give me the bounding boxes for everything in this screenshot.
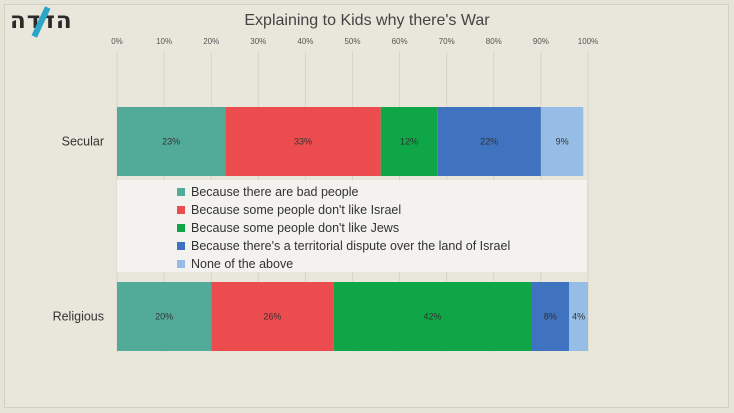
- legend-item: Because there's a territorial dispute ov…: [177, 237, 587, 255]
- legend-label: Because there are bad people: [191, 185, 359, 199]
- data-label: 26%: [263, 312, 281, 322]
- data-label: 20%: [155, 312, 173, 322]
- legend-label: Because some people don't like Israel: [191, 203, 402, 217]
- legend-item: None of the above: [177, 255, 587, 273]
- bar-segment: [380, 107, 438, 176]
- data-label: 42%: [424, 312, 442, 322]
- legend-swatch: [177, 188, 185, 196]
- x-tick-label: 10%: [156, 37, 172, 46]
- legend-label: None of the above: [191, 257, 294, 271]
- brand-logo: הדדה: [10, 6, 73, 38]
- category-label: Religious: [53, 310, 104, 324]
- bar-segment: [540, 107, 584, 176]
- x-tick-label: 20%: [203, 37, 219, 46]
- x-tick-label: 40%: [297, 37, 313, 46]
- bar-segment: [437, 107, 541, 176]
- legend-swatch: [177, 224, 185, 232]
- data-label: 23%: [162, 137, 180, 147]
- bar-segment: [569, 282, 588, 351]
- bar-segment: [117, 282, 212, 351]
- data-label: 22%: [480, 137, 498, 147]
- legend-swatch: [177, 206, 185, 214]
- bar-segment: [531, 282, 570, 351]
- bar-segment: [333, 282, 532, 351]
- legend-item: Because some people don't like Israel: [177, 201, 587, 219]
- legend-swatch: [177, 260, 185, 268]
- x-tick-label: 90%: [533, 37, 549, 46]
- legend-label: Because there's a territorial dispute ov…: [191, 239, 511, 253]
- x-tick-label: 30%: [250, 37, 266, 46]
- x-tick-label: 50%: [344, 37, 360, 46]
- bar-segment: [117, 107, 226, 176]
- data-label: 9%: [556, 137, 569, 147]
- chart-title: Explaining to Kids why there's War: [244, 12, 490, 29]
- legend-swatch: [177, 242, 185, 250]
- bar-segment: [225, 107, 381, 176]
- data-label: 12%: [400, 137, 418, 147]
- legend-item: Because some people don't like Jews: [177, 219, 587, 237]
- category-label: Secular: [62, 135, 104, 149]
- data-label: 33%: [294, 137, 312, 147]
- bar-segment: [211, 282, 334, 351]
- x-tick-label: 60%: [392, 37, 408, 46]
- chart-legend: Because there are bad people Because some…: [117, 180, 587, 272]
- x-tick-label: 70%: [439, 37, 455, 46]
- data-label: 8%: [544, 312, 557, 322]
- x-tick-label: 0%: [111, 37, 123, 46]
- legend-item: Because there are bad people: [177, 183, 587, 201]
- x-tick-label: 80%: [486, 37, 502, 46]
- legend-label: Because some people don't like Jews: [191, 221, 400, 235]
- x-tick-label: 100%: [578, 37, 598, 46]
- data-label: 4%: [572, 312, 585, 322]
